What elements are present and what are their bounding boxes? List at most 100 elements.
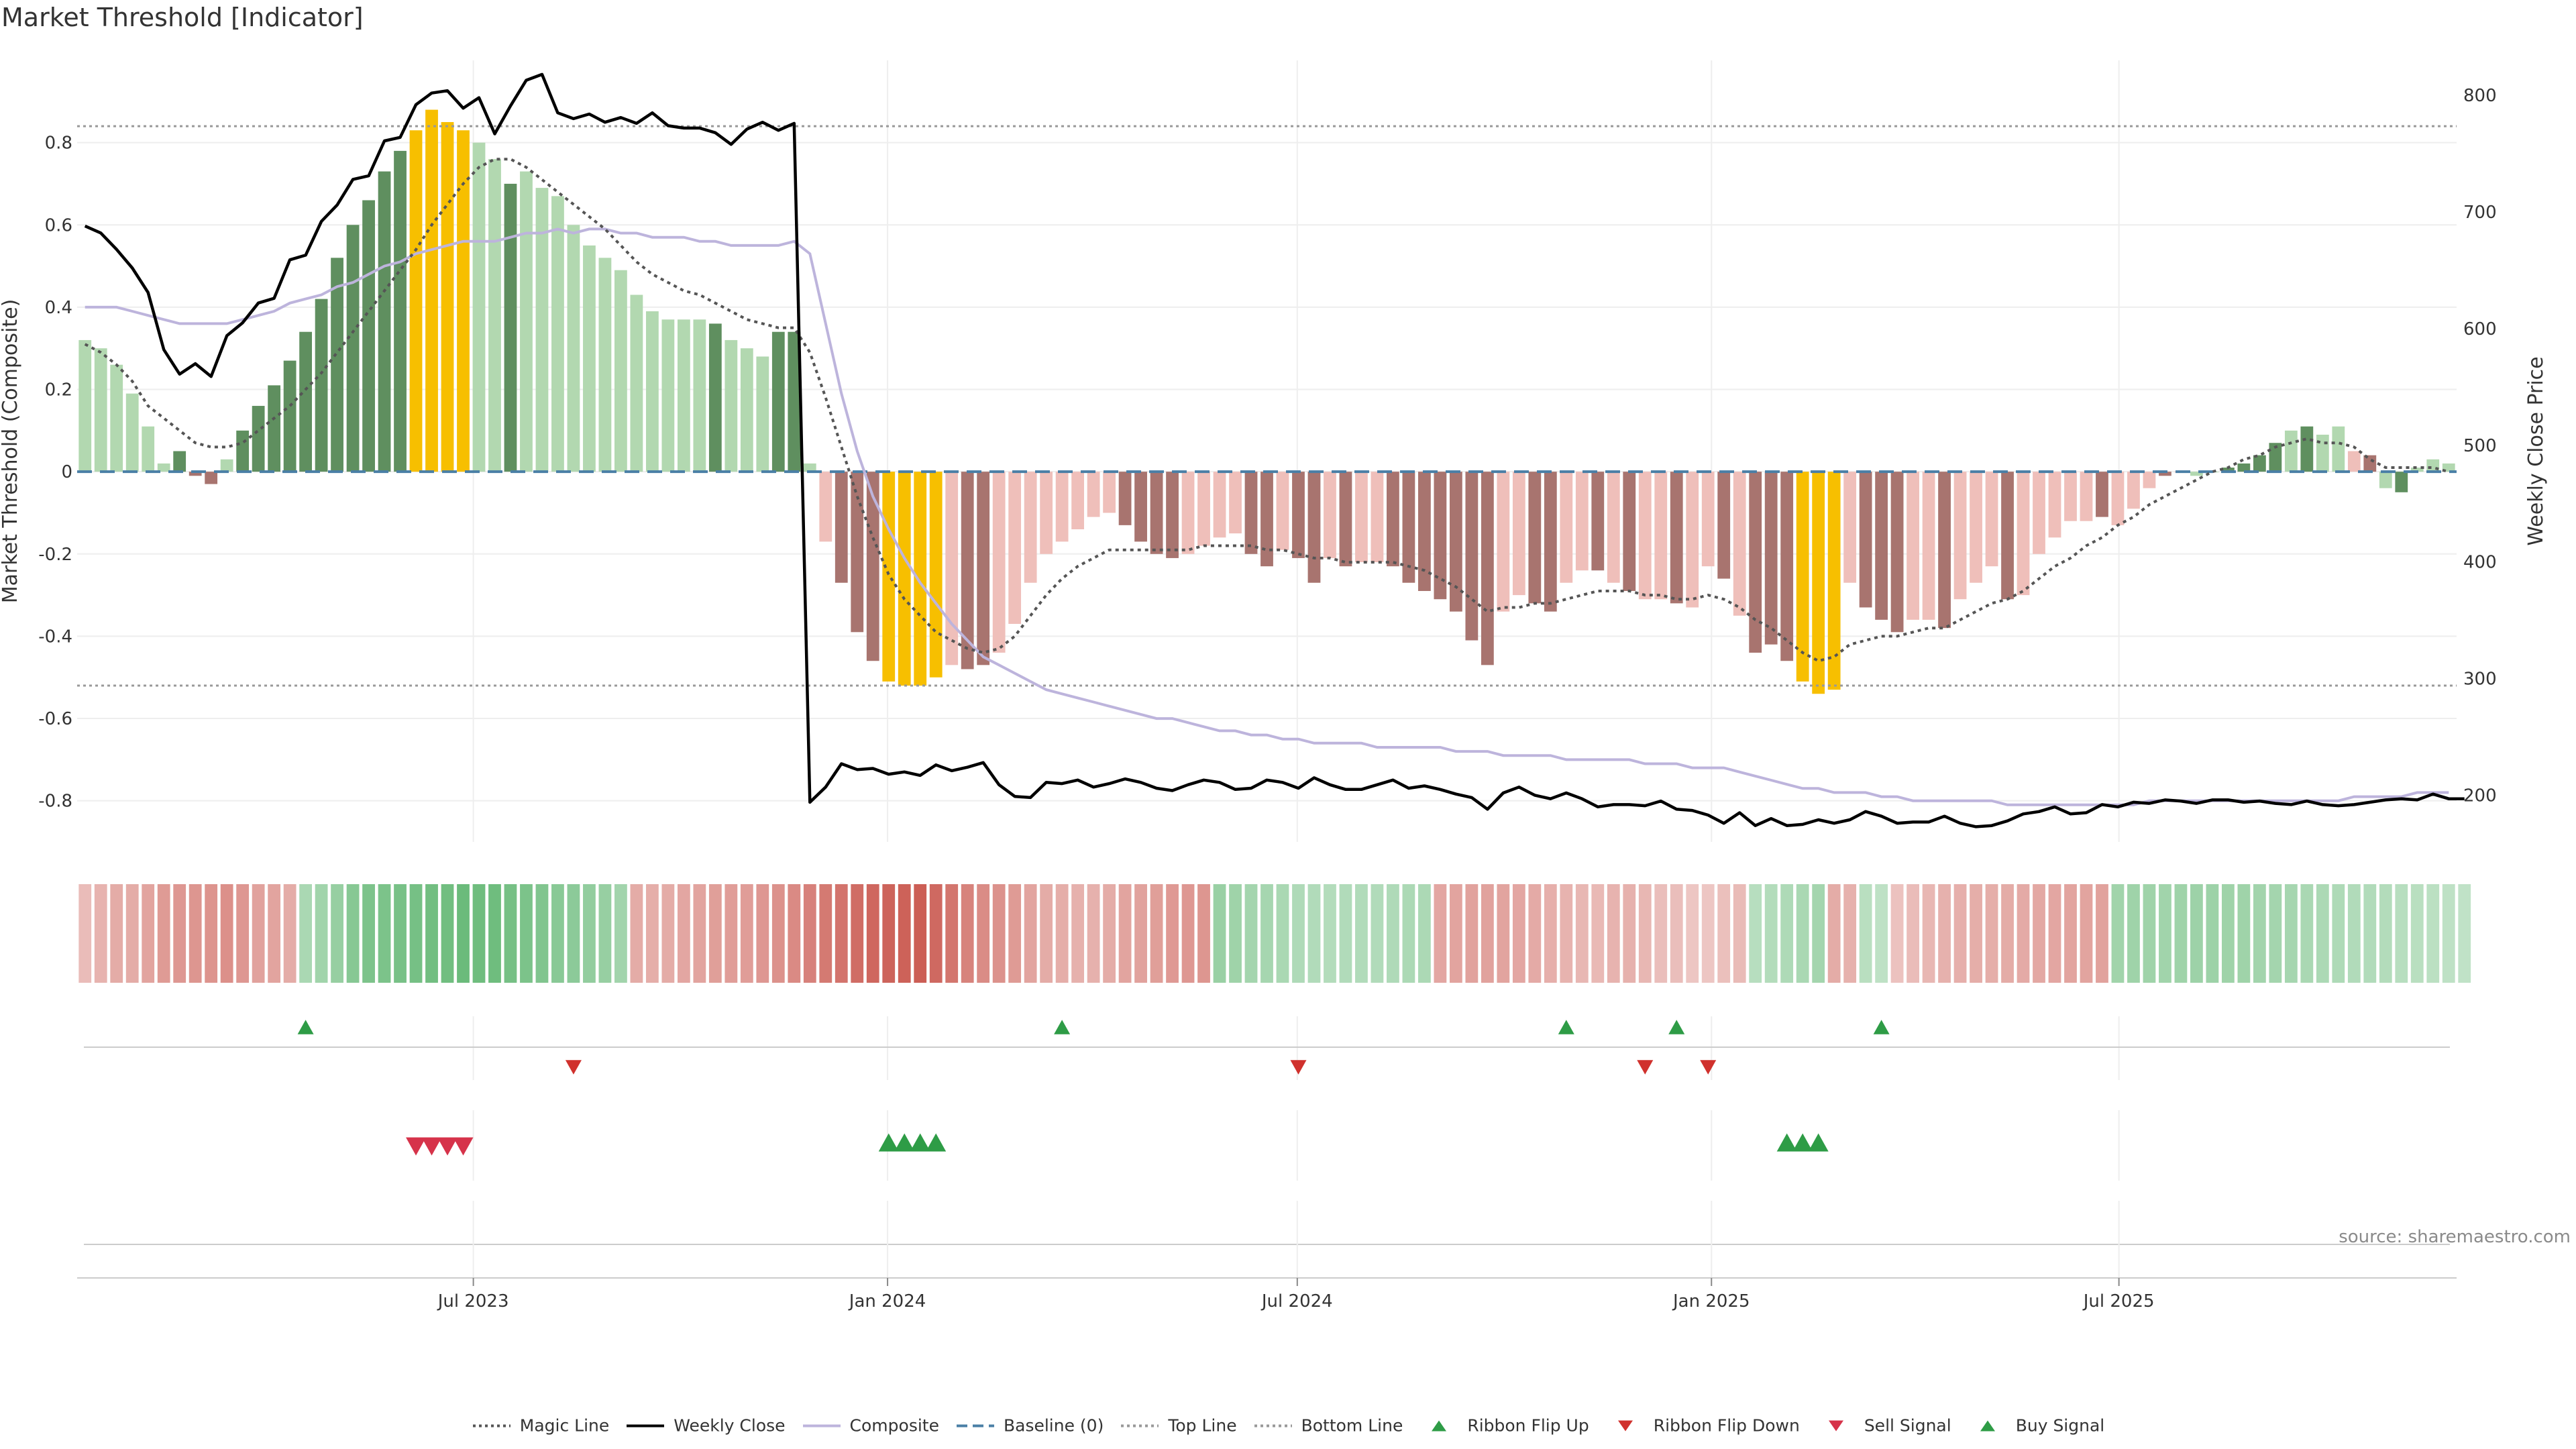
- y2-tick-label: 500: [2463, 436, 2497, 456]
- ribbon-cell: [1591, 884, 1605, 983]
- legend-item: Bottom Line: [1253, 1416, 1403, 1436]
- threshold-bar: [1465, 472, 1479, 641]
- threshold-bar: [2395, 472, 2408, 492]
- ribbon-flip-up-marker: [1558, 1020, 1574, 1034]
- ribbon-cell: [929, 884, 943, 983]
- threshold-bar: [1780, 472, 1794, 661]
- legend-label: Ribbon Flip Down: [1653, 1415, 1800, 1436]
- threshold-bar: [1528, 472, 1542, 604]
- source-label: source: sharemaestro.com: [2339, 1227, 2571, 1247]
- threshold-bar: [803, 463, 816, 472]
- ribbon-cell: [283, 884, 297, 983]
- ribbon-cell: [898, 884, 911, 983]
- ribbon-cell: [1276, 884, 1289, 983]
- buy-signal-marker: [1776, 1133, 1797, 1152]
- ribbon-cell: [1087, 884, 1100, 983]
- ribbon-cell: [2347, 884, 2361, 983]
- ribbon-cell: [977, 884, 990, 983]
- threshold-bar: [78, 339, 92, 472]
- threshold-bar: [1560, 472, 1573, 583]
- legend-label: Bottom Line: [1301, 1415, 1403, 1436]
- threshold-bar: [2190, 472, 2203, 476]
- legend-label: Buy Signal: [2015, 1415, 2105, 1436]
- ribbon-cell: [1071, 884, 1085, 983]
- ribbon-cell: [2237, 884, 2251, 983]
- threshold-bar: [504, 183, 517, 472]
- ribbon-cell: [1213, 884, 1226, 983]
- ribbon-cell: [1197, 884, 1210, 983]
- threshold-bar: [1260, 472, 1273, 567]
- ribbon-cell: [1670, 884, 1683, 983]
- threshold-bar: [409, 130, 423, 472]
- legend-item: Baseline (0): [955, 1416, 1104, 1436]
- threshold-bar: [1434, 472, 1447, 600]
- threshold-bar: [2096, 472, 2108, 517]
- threshold-bar: [2237, 463, 2251, 472]
- sell-signal-marker: [406, 1137, 427, 1156]
- legend-label: Baseline (0): [1003, 1415, 1104, 1436]
- threshold-bar: [2143, 472, 2156, 488]
- threshold-bar: [1355, 472, 1368, 563]
- threshold-bar: [1024, 472, 1037, 583]
- ribbon-cell: [1387, 884, 1399, 983]
- threshold-bar: [1890, 472, 1904, 633]
- ribbon-cell: [409, 884, 423, 983]
- ribbon-cell: [1827, 884, 1841, 983]
- y-tick-label: 0.2: [45, 380, 72, 400]
- threshold-bar: [693, 319, 706, 472]
- threshold-bar: [1733, 472, 1746, 616]
- threshold-bar: [1953, 472, 1967, 600]
- threshold-bar: [1623, 472, 1636, 591]
- threshold-bar: [771, 331, 785, 472]
- threshold-bar: [441, 121, 454, 472]
- threshold-bar: [992, 472, 1006, 653]
- ribbon-cell: [2316, 884, 2329, 983]
- threshold-bar: [1134, 472, 1147, 542]
- ribbon-cell: [788, 884, 801, 983]
- ribbon-cell: [961, 884, 974, 983]
- ribbon-cell: [630, 884, 643, 983]
- threshold-bar: [283, 360, 297, 472]
- ribbon-cell: [1560, 884, 1573, 983]
- y2-tick-label: 400: [2463, 553, 2497, 573]
- ribbon-cell: [1875, 884, 1888, 983]
- threshold-bar: [220, 459, 233, 472]
- ribbon-cell: [110, 884, 123, 983]
- ribbon-cell: [1371, 884, 1384, 983]
- ribbon-cell: [992, 884, 1006, 983]
- ribbon-cell: [1638, 884, 1652, 983]
- legend-label: Composite: [849, 1415, 939, 1436]
- threshold-bar: [1859, 472, 1872, 608]
- threshold-bar: [1324, 472, 1336, 558]
- ribbon-cell: [1449, 884, 1462, 983]
- threshold-bar: [299, 331, 313, 472]
- threshold-bar: [1827, 472, 1841, 690]
- ribbon-cell: [2363, 884, 2377, 983]
- ribbon-cell: [1764, 884, 1778, 983]
- y2-tick-label: 600: [2463, 319, 2497, 339]
- threshold-bar: [1166, 472, 1179, 558]
- threshold-bar: [756, 356, 769, 472]
- ribbon-flip-down-marker: [1290, 1060, 1307, 1075]
- threshold-bar: [457, 130, 470, 472]
- threshold-bar: [173, 451, 186, 472]
- ribbon-cell: [2111, 884, 2125, 983]
- threshold-bar: [1244, 472, 1258, 554]
- threshold-bar: [583, 245, 596, 472]
- ribbon-cell: [1150, 884, 1163, 983]
- threshold-bar: [488, 159, 501, 472]
- threshold-bar: [425, 109, 438, 472]
- threshold-bar: [1402, 472, 1415, 583]
- ribbon-cell: [504, 884, 517, 983]
- ribbon-cell: [803, 884, 816, 983]
- threshold-bar: [1418, 472, 1431, 591]
- ribbon-cell: [520, 884, 533, 983]
- ribbon-cell: [1717, 884, 1731, 983]
- threshold-bar: [1197, 472, 1210, 546]
- ribbon-flip-up-marker: [1668, 1020, 1685, 1034]
- buy-signal-marker: [894, 1133, 915, 1152]
- ribbon-flip-up-marker: [1873, 1020, 1890, 1034]
- y-tick-label: -0.6: [38, 709, 72, 729]
- ribbon-cell: [1181, 884, 1195, 983]
- ribbon-flip-up-marker: [1054, 1020, 1071, 1034]
